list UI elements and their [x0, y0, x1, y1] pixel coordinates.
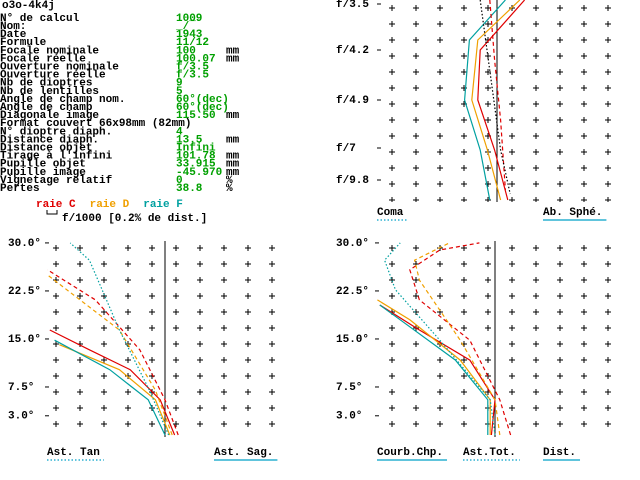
spec-unit: mm [226, 45, 240, 57]
spec-label: Angle de champ nom. [0, 94, 125, 106]
legend-entry: raie C [36, 199, 76, 211]
spec-unit: % [226, 175, 233, 187]
legend-entry: raie D [90, 199, 130, 211]
spec-value: 1009 [176, 13, 202, 25]
spec-unit: mm [226, 53, 240, 65]
spec-value: 101.78 [176, 151, 216, 163]
spec-unit: mm [226, 167, 240, 179]
y-tick-label: 30.0° [336, 238, 369, 250]
spec-label: Vignetage relatif [0, 175, 113, 187]
y-tick-label: 3.0° [336, 411, 362, 423]
spec-unit: mm [226, 151, 240, 163]
curve [409, 242, 512, 436]
spec-value: 0 [176, 175, 183, 187]
spec-unit: mm [226, 159, 240, 171]
curve [54, 339, 166, 436]
spec-value: 60°(dec) [176, 94, 229, 106]
curve [471, 0, 521, 201]
panel-label: Dist. [543, 447, 576, 459]
spec-label: Tirage à l'infini [0, 151, 113, 163]
y-tick-label: 15.0° [336, 334, 369, 346]
y-tick-label: f/7 [336, 143, 356, 155]
spec-label: Ouverture réelle [0, 70, 106, 82]
spec-label: Pupille objet [0, 159, 86, 171]
spec-value: 33.915 [176, 159, 216, 171]
y-tick-label: 15.0° [8, 334, 41, 346]
spec-value: -45.970 [176, 167, 222, 179]
spec-unit: mm [226, 134, 240, 146]
curve [47, 269, 179, 436]
spec-label: Focale nominale [0, 45, 99, 57]
curve [49, 329, 176, 436]
spec-value: f/3.5 [176, 70, 209, 82]
spec-value: 115.50 [176, 110, 216, 122]
spec-value: 100.07 [176, 53, 216, 65]
y-tick-label: 22.5° [8, 286, 41, 298]
curve [463, 0, 506, 201]
spec-label: Diagonale image [0, 110, 99, 122]
spec-label: N° de calcul [0, 13, 80, 25]
spec-value: f/3.5 [176, 62, 209, 74]
spec-label: Format couvert 66x98mm (82mm) [0, 118, 191, 130]
spec-unit: % [226, 183, 233, 195]
spec-value: 4 [176, 126, 183, 138]
spec-value: 9 [176, 78, 183, 90]
panel-label: Coma [377, 207, 404, 219]
curve [47, 274, 173, 436]
spec-label: Focale réelle [0, 53, 86, 65]
curve [377, 299, 491, 435]
curve [379, 304, 496, 436]
spec-label: Distance diaph. [0, 134, 99, 146]
y-tick-label: f/9.8 [336, 175, 369, 187]
scale-note: f/1000 [0.2% de dist.] [62, 213, 207, 225]
y-tick-label: 3.0° [8, 411, 34, 423]
spec-value: 5 [176, 86, 183, 98]
curve [489, 0, 506, 191]
panel-label: Courb.Chp. [377, 447, 443, 459]
spec-value: 11/12 [176, 37, 209, 49]
y-tick-label: 30.0° [8, 238, 41, 250]
curve [69, 242, 170, 436]
spec-value: _/‾ [175, 20, 196, 33]
spec-value: 13.5 [176, 134, 203, 146]
spec-label: Date [0, 29, 27, 41]
y-tick-label: 22.5° [336, 286, 369, 298]
spec-label: Pertes [0, 183, 40, 195]
curve [383, 242, 496, 436]
spec-label: Nom: [0, 21, 26, 33]
legend-entry: raie F [143, 199, 183, 211]
curve [477, 0, 526, 201]
y-tick-label: f/4.9 [336, 95, 369, 107]
spec-value: 60°(dec) [176, 102, 229, 114]
panel-label: Ast. Sag. [214, 447, 273, 459]
spec-label: Formule [0, 37, 47, 49]
scale-icon [46, 210, 58, 215]
spec-value: Infini [176, 143, 216, 155]
y-tick-label: 7.5° [336, 382, 362, 394]
curve [379, 304, 489, 435]
spec-unit: mm [226, 110, 240, 122]
window-title: o3o-4k4j [2, 0, 55, 12]
curve [413, 242, 501, 436]
spec-label: Distance objet [0, 143, 92, 155]
panel-label: Ab. Sphé. [543, 207, 602, 219]
spec-value: 38.8 [176, 183, 203, 195]
panel-label: Ast. Tan [47, 447, 100, 459]
spec-label: Nb de lentilles [0, 86, 99, 98]
spec-label: Nb de dioptres [0, 78, 92, 90]
curve [479, 0, 511, 195]
curve [59, 344, 171, 436]
spec-label: Ouverture nominale [0, 62, 119, 74]
spec-label: Pupille image [0, 167, 86, 179]
spec-value: 1943 [176, 29, 203, 41]
spec-label: Angle de champ [0, 102, 93, 114]
y-tick-label: f/4.2 [336, 45, 369, 57]
panel-label: Ast.Tot. [463, 447, 516, 459]
spec-label: N° dioptre diaph. [0, 126, 112, 138]
y-tick-label: f/3.5 [336, 0, 369, 11]
y-tick-label: 7.5° [8, 382, 34, 394]
spec-value: 100 [176, 45, 196, 57]
